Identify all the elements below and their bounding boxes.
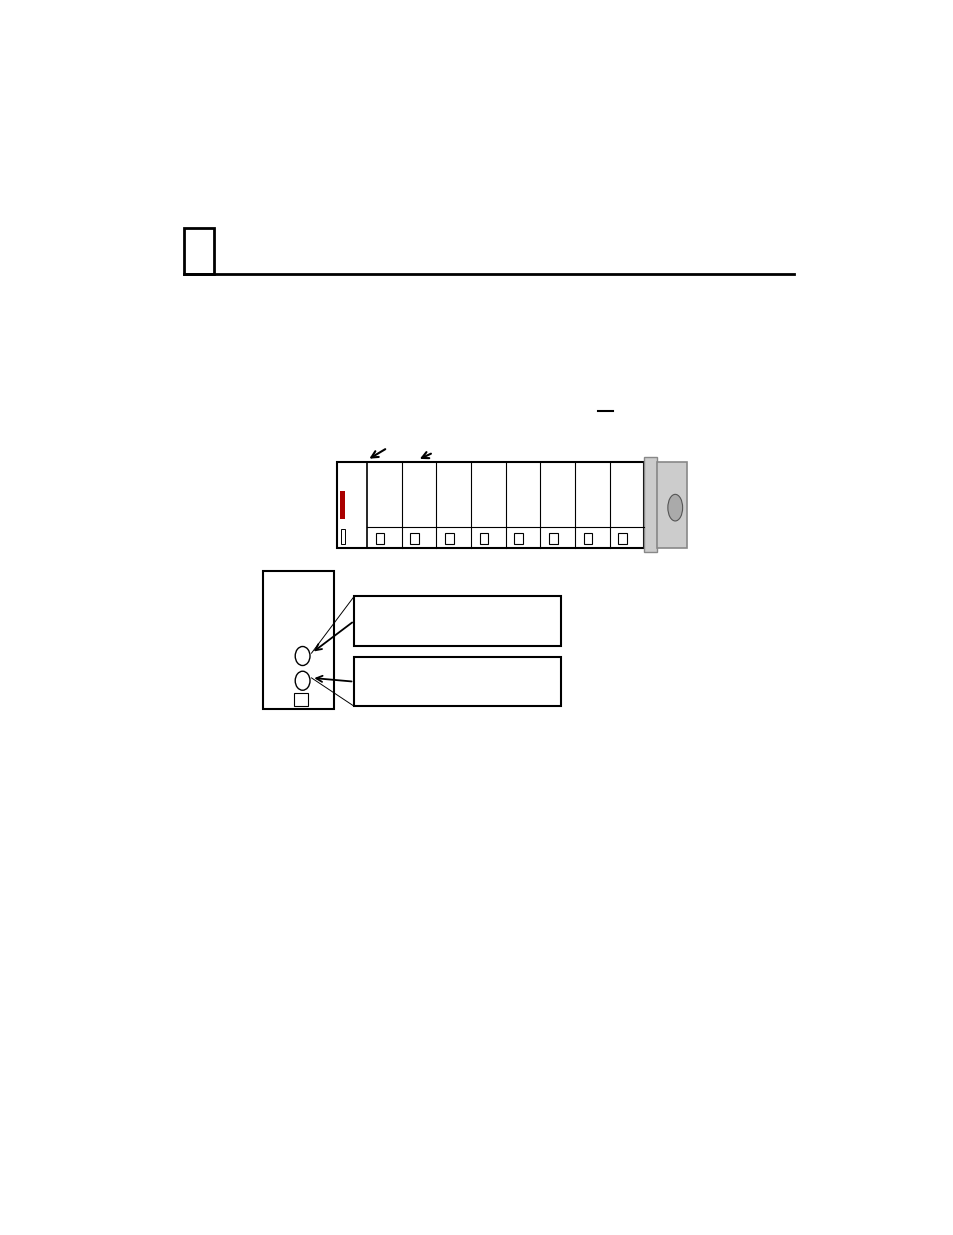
Bar (339, 490, 345, 519)
Bar (294, 693, 308, 706)
Bar (341, 529, 345, 543)
Bar (618, 534, 626, 543)
Bar (354, 657, 560, 706)
Bar (657, 462, 686, 547)
Bar (375, 534, 384, 543)
Bar (184, 228, 213, 274)
Circle shape (294, 646, 310, 666)
Bar (583, 534, 592, 543)
Bar (643, 457, 657, 552)
Bar (514, 534, 522, 543)
Bar (337, 462, 643, 547)
Bar (548, 534, 558, 543)
Bar (263, 572, 334, 709)
Bar (354, 597, 560, 646)
Circle shape (294, 672, 310, 690)
Bar (410, 534, 418, 543)
Bar (444, 534, 454, 543)
Bar (479, 534, 488, 543)
Ellipse shape (667, 494, 682, 521)
